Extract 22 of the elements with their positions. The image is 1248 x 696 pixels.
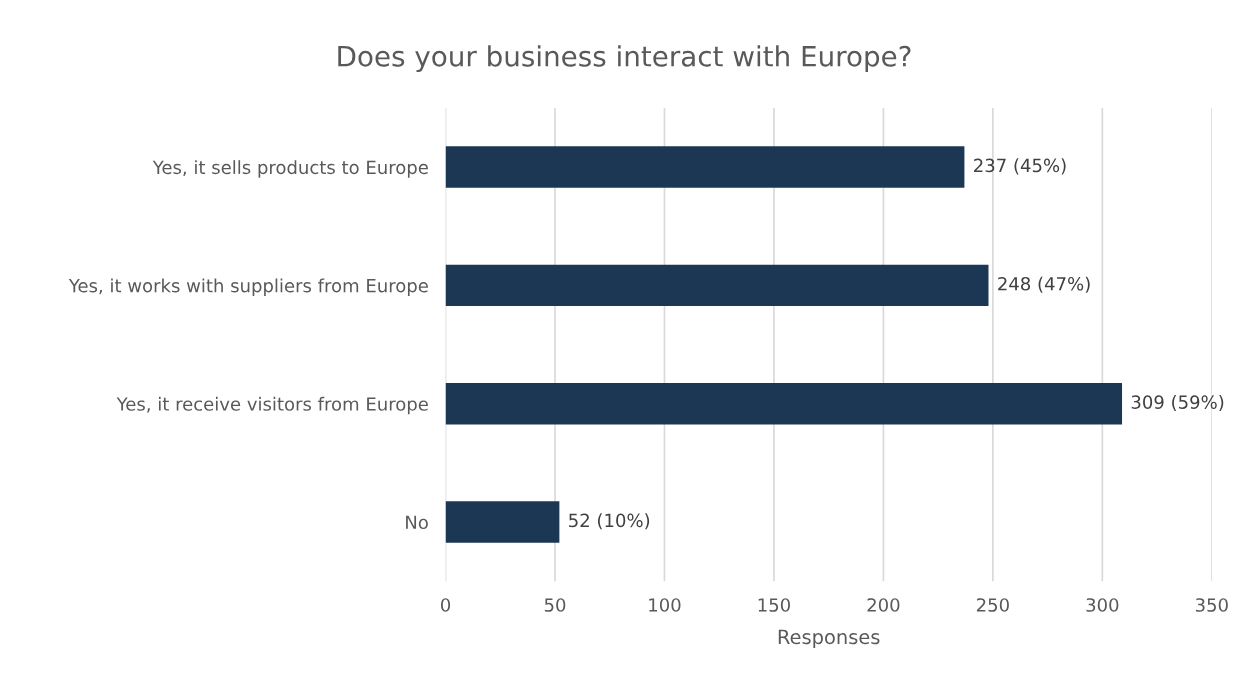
y-tick-label: No [406, 515, 428, 530]
x-axis-title: Responses [778, 629, 880, 649]
data-label: 237 (45%) [974, 158, 1066, 175]
bar [445, 264, 989, 307]
bar [445, 382, 1123, 425]
x-tick-label: 300 [1086, 598, 1119, 612]
chart-title: Does your business interact with Europe? [338, 45, 911, 73]
x-tick-label: 0 [440, 598, 451, 612]
x-tick-label: 50 [544, 598, 566, 612]
data-label: 52 (10%) [569, 513, 650, 530]
data-label: 309 (59%) [1131, 394, 1224, 412]
y-tick-label: Yes, it works with suppliers from Europe [68, 278, 428, 296]
x-tick-label: 250 [976, 598, 1009, 612]
x-tick-label: 150 [758, 598, 790, 612]
data-label: 248 (47%) [998, 276, 1090, 293]
bar [445, 501, 560, 543]
x-tick-label: 100 [649, 598, 681, 612]
y-tick-label: Yes, it sells products to Europe [152, 160, 428, 178]
y-tick-label: Yes, it receive visitors from Europe [116, 396, 428, 415]
x-tick-label: 200 [867, 598, 900, 612]
x-tick-label: 350 [1195, 598, 1228, 612]
bar [445, 146, 965, 188]
